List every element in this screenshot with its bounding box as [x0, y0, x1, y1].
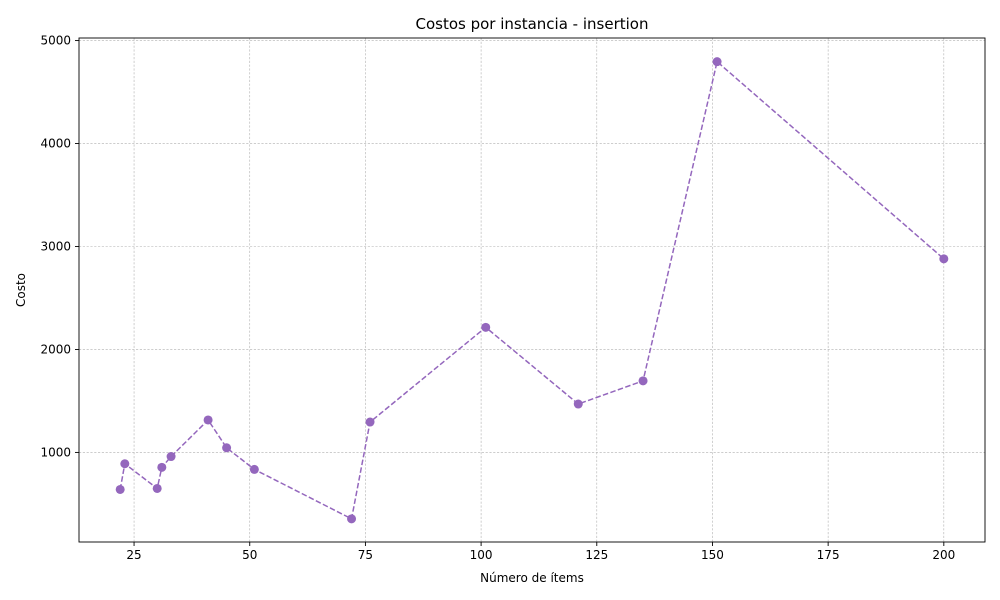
series-line [119, 60, 945, 520]
grid [79, 38, 985, 542]
y-tick-label: 4000 [40, 137, 71, 151]
y-tick-label: 2000 [40, 342, 71, 356]
data-point [203, 415, 213, 425]
data-point [120, 459, 130, 469]
data-point [481, 322, 491, 332]
x-tick-label: 150 [701, 548, 724, 562]
data-point [115, 484, 125, 494]
data-point [152, 483, 162, 493]
data-point [157, 462, 167, 472]
chart-title: Costos por instancia - insertion [416, 15, 649, 33]
data-point [347, 514, 357, 524]
ticks: 25 50 75 100 125 150 175 200 1000 2000 3000 4000 500… [40, 34, 955, 562]
x-tick-label: 75 [358, 548, 373, 562]
data-point [939, 254, 949, 264]
data-point [222, 443, 232, 453]
plot-frame [78, 37, 986, 543]
y-axis-title: Costo [14, 273, 28, 307]
data-point [249, 464, 259, 474]
x-tick-label: 200 [932, 548, 955, 562]
x-axis-title: Número de ítems [480, 571, 584, 585]
y-tick-label: 3000 [40, 239, 71, 253]
x-tick-label: 100 [470, 548, 493, 562]
data-point [365, 417, 375, 427]
data-point [712, 57, 722, 67]
data-point [166, 452, 176, 462]
y-tick-label: 5000 [40, 34, 71, 48]
y-tick-label: 1000 [40, 445, 71, 459]
data-point [573, 399, 583, 409]
x-tick-label: 175 [817, 548, 840, 562]
series-layer [115, 57, 949, 524]
x-tick-label: 25 [126, 548, 141, 562]
x-tick-label: 125 [585, 548, 608, 562]
data-point [638, 376, 648, 386]
x-tick-label: 50 [242, 548, 257, 562]
